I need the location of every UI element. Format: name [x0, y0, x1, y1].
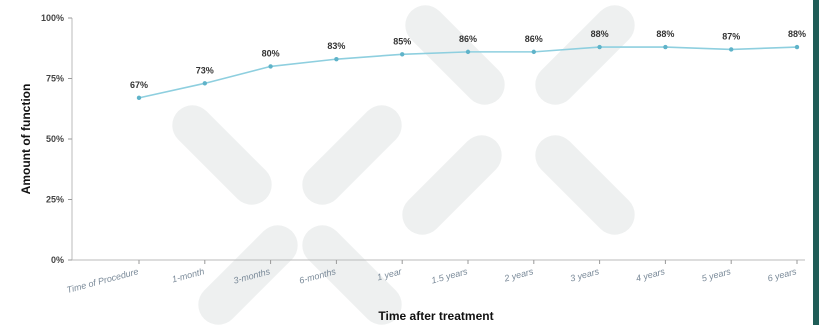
data-point: [729, 47, 734, 52]
x-axis-ticks: Time of Procedure 1-month 3-months 6-months…: [65, 260, 798, 295]
series-line: [136, 44, 800, 101]
x-tick-label: 5 years: [701, 266, 733, 283]
data-label: 87%: [722, 31, 740, 41]
data-point: [465, 49, 471, 55]
data-point: [202, 81, 207, 86]
data-point: [334, 56, 339, 62]
x-tick-label: 1.5 years: [430, 266, 469, 285]
y-tick-label: 50%: [46, 134, 64, 144]
watermark-bar: [402, 135, 502, 235]
x-tick-label: 1-month: [171, 266, 205, 284]
y-tick-label: 100%: [41, 13, 64, 23]
watermark-bar: [535, 5, 635, 105]
data-point: [597, 44, 602, 50]
data-label: 80%: [262, 48, 280, 58]
data-point: [268, 64, 273, 69]
x-tick-label: 1 year: [376, 266, 404, 282]
watermark-logo: [172, 5, 635, 325]
y-tick-label: 75%: [46, 74, 64, 84]
watermark-bar: [302, 105, 402, 205]
data-label: 86%: [525, 34, 543, 44]
data-label: 67%: [130, 80, 148, 90]
y-tick-label: 25%: [46, 195, 64, 205]
x-tick-label: 4 years: [635, 266, 667, 283]
data-point: [794, 44, 800, 50]
data-label: 88%: [656, 29, 674, 39]
watermark-bar: [302, 225, 402, 325]
data-label: 88%: [788, 29, 806, 39]
x-tick-label: 6 years: [766, 266, 798, 283]
x-tick-label: Time of Procedure: [65, 266, 139, 295]
data-label: 73%: [196, 65, 214, 75]
x-axis-title: Time after treatment: [378, 309, 493, 323]
watermark-bar: [172, 105, 272, 205]
data-label: 83%: [327, 41, 345, 51]
data-point: [400, 52, 405, 57]
data-labels: 67% 73% 80% 83% 85% 86% 86% 88% 88% 87% 88%: [130, 29, 806, 90]
data-point: [136, 95, 142, 101]
x-tick-label: 3 years: [569, 266, 601, 283]
data-point: [531, 49, 536, 55]
data-label: 86%: [459, 34, 477, 44]
edge-accent-bar: [813, 0, 819, 325]
watermark-bar: [405, 5, 505, 105]
watermark-bar: [198, 225, 298, 325]
data-label: 85%: [393, 36, 411, 46]
y-axis-title: Amount of function: [19, 84, 33, 195]
y-axis-ticks: 0% 25% 50% 75% 100%: [41, 13, 72, 265]
data-label: 88%: [591, 29, 609, 39]
x-tick-label: 2 years: [502, 266, 535, 284]
y-tick-label: 0%: [51, 255, 64, 265]
watermark-bar: [535, 135, 635, 235]
data-point: [663, 44, 668, 50]
